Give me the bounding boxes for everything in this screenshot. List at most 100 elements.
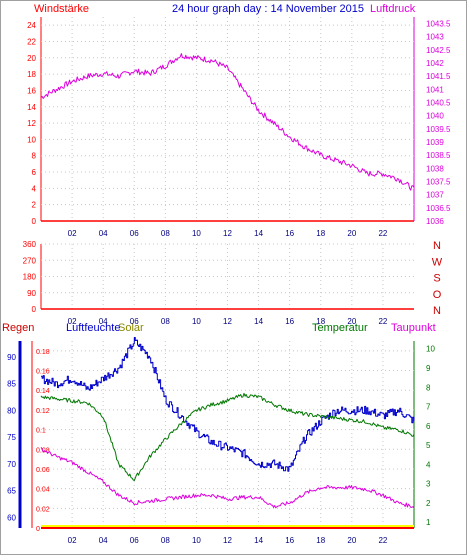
x-tick-label: 22 xyxy=(378,536,387,545)
series-layer xyxy=(40,53,415,529)
temperature-tick-label: 9 xyxy=(426,364,431,373)
x-tick-label: 02 xyxy=(68,229,77,238)
x-tick-label: 20 xyxy=(347,229,356,238)
direction-tick-label: 270 xyxy=(23,256,37,265)
temperature-line xyxy=(40,392,415,481)
pressure-tick-label: 1041 xyxy=(426,85,444,94)
direction-tick-label: 180 xyxy=(23,273,37,282)
wind-tick-label: 22 xyxy=(27,37,36,46)
compass-label: S xyxy=(433,273,440,285)
temperature-label: Temperatur xyxy=(312,322,368,334)
temperature-tick-label: 5 xyxy=(426,441,431,450)
wind-tick-label: 0 xyxy=(32,217,37,226)
rain-tick-label: 0.04 xyxy=(36,487,50,494)
x-tick-label: 12 xyxy=(223,229,232,238)
x-tick-label: 16 xyxy=(285,229,294,238)
x-tick-label: 18 xyxy=(316,229,325,238)
x-tick-label: 12 xyxy=(223,317,232,326)
x-tick-label: 22 xyxy=(378,317,387,326)
humidity-line xyxy=(41,337,415,472)
rain-tick-label: 0.1 xyxy=(36,428,46,435)
humidity-tick-label: 85 xyxy=(7,380,16,389)
wind-tick-label: 2 xyxy=(32,201,37,210)
rain-tick-label: 0.02 xyxy=(36,506,50,513)
pressure-tick-label: 1042.5 xyxy=(426,46,451,55)
rain-baseline-bar xyxy=(41,525,414,528)
wind-tick-label: 18 xyxy=(27,70,36,79)
x-tick-label: 04 xyxy=(99,229,108,238)
x-tick-label: 14 xyxy=(254,536,263,545)
wind-tick-label: 20 xyxy=(27,54,36,63)
temperature-tick-label: 8 xyxy=(426,383,431,392)
wind-tick-label: 16 xyxy=(27,86,36,95)
direction-tick-label: 90 xyxy=(27,289,36,298)
rain-tick-label: 0.14 xyxy=(36,388,50,395)
x-tick-label: 08 xyxy=(161,229,170,238)
compass-label: N xyxy=(433,240,441,252)
humidity-tick-label: 60 xyxy=(7,513,16,522)
x-tick-label: 20 xyxy=(347,317,356,326)
wind-tick-label: 12 xyxy=(27,119,36,128)
x-tick-label: 18 xyxy=(316,317,325,326)
pressure-tick-label: 1036.5 xyxy=(426,204,451,213)
pressure-tick-label: 1040.5 xyxy=(426,99,451,108)
x-tick-label: 06 xyxy=(130,229,139,238)
x-tick-label: 04 xyxy=(99,536,108,545)
x-tick-label: 06 xyxy=(130,536,139,545)
x-tick-label: 10 xyxy=(192,317,201,326)
temperature-tick-label: 10 xyxy=(426,345,435,354)
wind-tick-label: 6 xyxy=(32,168,37,177)
humidity-tick-label: 70 xyxy=(7,460,16,469)
compass-label: W xyxy=(432,256,443,268)
temperature-tick-label: 7 xyxy=(426,403,431,412)
x-tick-label: 02 xyxy=(68,317,77,326)
pressure-tick-label: 1043.5 xyxy=(426,20,451,29)
x-tick-label: 18 xyxy=(316,536,325,545)
direction-tick-label: 360 xyxy=(23,240,37,249)
x-tick-label: 20 xyxy=(347,536,356,545)
x-tick-label: 10 xyxy=(192,536,201,545)
humidity-tick-label: 90 xyxy=(7,353,16,362)
humidity-tick-label: 80 xyxy=(7,406,16,415)
x-tick-label: 08 xyxy=(161,317,170,326)
wind-tick-label: 8 xyxy=(32,152,37,161)
temperature-tick-label: 1 xyxy=(426,518,431,527)
rain-label: Regen xyxy=(2,322,34,334)
graph-title: 24 hour graph day : 14 November 2015 xyxy=(172,3,364,15)
x-tick-label: 16 xyxy=(285,536,294,545)
compass-label: O xyxy=(433,289,442,301)
pressure-tick-label: 1037 xyxy=(426,191,444,200)
x-tick-label: 04 xyxy=(99,317,108,326)
pressure-tick-label: 1037.5 xyxy=(426,178,451,187)
x-tick-label: 14 xyxy=(254,229,263,238)
pressure-tick-label: 1038 xyxy=(426,164,444,173)
pressure-line xyxy=(40,53,415,191)
dewpoint-label: Taupunkt xyxy=(391,322,436,334)
wind-tick-label: 14 xyxy=(27,103,36,112)
pressure-tick-label: 1041.5 xyxy=(426,72,451,81)
x-tick-label: 06 xyxy=(130,317,139,326)
pressure-tick-label: 1039 xyxy=(426,138,444,147)
humidity-tick-label: 75 xyxy=(7,433,16,442)
dewpoint-line xyxy=(40,447,415,509)
wind-speed-label: Windstärke xyxy=(34,3,89,15)
rain-tick-label: 0.18 xyxy=(36,349,50,356)
temperature-tick-label: 4 xyxy=(426,460,431,469)
pressure-tick-label: 1038.5 xyxy=(426,151,451,160)
x-tick-label: 22 xyxy=(378,229,387,238)
x-tick-label: 02 xyxy=(68,536,77,545)
wind-tick-label: 24 xyxy=(27,21,36,30)
temperature-tick-label: 2 xyxy=(426,499,431,508)
pressure-label: Luftdruck xyxy=(370,3,416,15)
pressure-tick-label: 1040 xyxy=(426,112,444,121)
x-tick-label: 12 xyxy=(223,536,232,545)
temperature-tick-label: 6 xyxy=(426,422,431,431)
humidity-tick-label: 65 xyxy=(7,487,16,496)
pressure-tick-label: 1043 xyxy=(426,33,444,42)
humidity-label: Luftfeuchte xyxy=(66,322,120,334)
pressure-tick-label: 1036 xyxy=(426,217,444,226)
compass-label: N xyxy=(433,305,441,317)
solar-label: Solar xyxy=(118,322,144,334)
